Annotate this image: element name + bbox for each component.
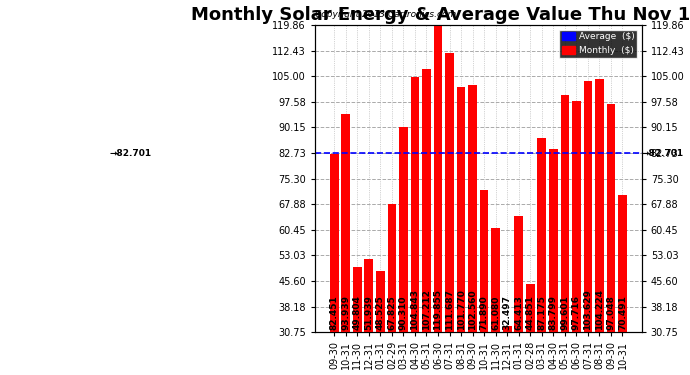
Text: 101.770: 101.770 [457,290,466,330]
Bar [503,326,511,332]
Text: →82.701: →82.701 [110,148,152,158]
Bar [411,77,420,332]
Text: 97.048: 97.048 [607,296,615,330]
Bar [342,114,350,332]
Bar [434,25,442,332]
Text: 102.560: 102.560 [468,290,477,330]
Text: 103.629: 103.629 [584,290,593,330]
Text: 71.890: 71.890 [480,296,489,330]
Bar [364,259,373,332]
Text: 99.601: 99.601 [560,296,569,330]
Text: 90.310: 90.310 [399,296,408,330]
Bar [549,149,558,332]
Bar [353,267,362,332]
Text: 97.716: 97.716 [572,296,581,330]
Bar [388,204,396,332]
Text: 104.224: 104.224 [595,290,604,330]
Text: 48.525: 48.525 [376,296,385,330]
Text: 61.080: 61.080 [491,296,500,330]
Bar [376,271,384,332]
Text: 49.804: 49.804 [353,296,362,330]
Text: 87.175: 87.175 [538,296,546,330]
Text: 107.212: 107.212 [422,290,431,330]
Text: Copyright 2013 Cartronics.com: Copyright 2013 Cartronics.com [315,10,456,19]
Text: 67.825: 67.825 [387,296,396,330]
Bar [514,216,523,332]
Text: 111.687: 111.687 [445,290,454,330]
Bar [480,190,489,332]
Bar [422,69,431,332]
Bar [491,228,500,332]
Text: 70.491: 70.491 [618,296,627,330]
Legend: Average  ($), Monthly  ($): Average ($), Monthly ($) [559,30,637,58]
Bar [538,138,546,332]
Text: 93.939: 93.939 [342,296,351,330]
Text: 32.497: 32.497 [503,296,512,330]
Bar [595,79,604,332]
Text: 119.855: 119.855 [433,290,442,330]
Bar [457,87,465,332]
Bar [469,85,477,332]
Text: 104.843: 104.843 [411,290,420,330]
Title: Monthly Solar Energy & Average Value Thu Nov 14 06:48: Monthly Solar Energy & Average Value Thu… [190,6,690,24]
Bar [607,104,615,332]
Text: 82.451: 82.451 [330,296,339,330]
Text: 64.413: 64.413 [514,296,523,330]
Bar [560,95,569,332]
Bar [526,284,535,332]
Bar [618,195,627,332]
Bar [584,81,592,332]
Text: →82.701: →82.701 [642,148,684,158]
Bar [572,101,581,332]
Bar [399,127,408,332]
Bar [330,154,339,332]
Bar [445,53,454,332]
Text: 51.939: 51.939 [364,296,373,330]
Text: 44.851: 44.851 [526,296,535,330]
Text: 83.799: 83.799 [549,296,558,330]
